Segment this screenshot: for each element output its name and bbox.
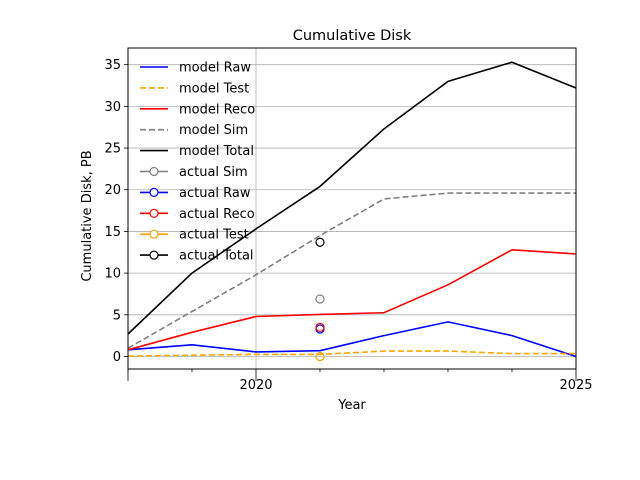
legend-label-model-raw: model Raw <box>179 61 251 76</box>
y-tick-label-25: 25 <box>104 142 121 157</box>
y-tick-label-20: 20 <box>104 183 121 198</box>
marker-actual-total-0 <box>315 237 325 247</box>
x-tick-label-2020: 2020 <box>239 378 272 393</box>
x-tick-label-2025: 2025 <box>559 378 592 393</box>
legend-label-actual-total: actual Total <box>179 249 254 264</box>
y-tick-label-5: 5 <box>113 308 121 323</box>
y-tick-label-30: 30 <box>104 100 121 115</box>
legend-label-model-sim: model Sim <box>179 123 248 138</box>
legend-marker-actual-sim <box>149 166 159 177</box>
series-line-model-sim <box>127 192 576 349</box>
legend-label-model-reco: model Reco <box>179 102 255 117</box>
series-line-model-raw <box>127 321 577 358</box>
y-tick-label-0: 0 <box>113 350 121 365</box>
y-tick-label-35: 35 <box>104 58 121 73</box>
legend: model Raw model Test model Reco model Sim mo… <box>140 61 255 264</box>
y-tick-label-10: 10 <box>104 267 121 282</box>
series-line-model-total <box>127 61 577 335</box>
series-line-model-reco <box>127 249 577 351</box>
legend-marker-actual-test <box>149 229 159 239</box>
legend-label-actual-sim: actual Sim <box>179 165 248 180</box>
legend-label-actual-reco: actual Reco <box>179 207 255 222</box>
legend-label-actual-raw: actual Raw <box>179 186 251 201</box>
chart-title: Cumulative Disk <box>293 28 412 44</box>
plot-frame <box>127 47 577 370</box>
x-axis-label: Year <box>337 398 366 413</box>
plot-series <box>127 61 577 362</box>
legend-label-model-total: model Total <box>179 144 254 159</box>
marker-actual-sim-0 <box>315 294 325 304</box>
legend-label-actual-test: actual Test <box>179 228 249 243</box>
y-tick-label-15: 15 <box>104 225 121 240</box>
marker-actual-reco-0 <box>315 322 325 332</box>
legend-marker-actual-reco <box>149 208 159 218</box>
legend-label-model-test: model Test <box>179 81 249 96</box>
legend-marker-actual-raw <box>149 187 159 197</box>
marker-actual-test-0 <box>315 351 325 362</box>
y-axis-label: Cumulative Disk, PB <box>80 150 95 281</box>
series-line-model-test <box>127 350 576 357</box>
legend-marker-actual-total <box>149 250 159 260</box>
